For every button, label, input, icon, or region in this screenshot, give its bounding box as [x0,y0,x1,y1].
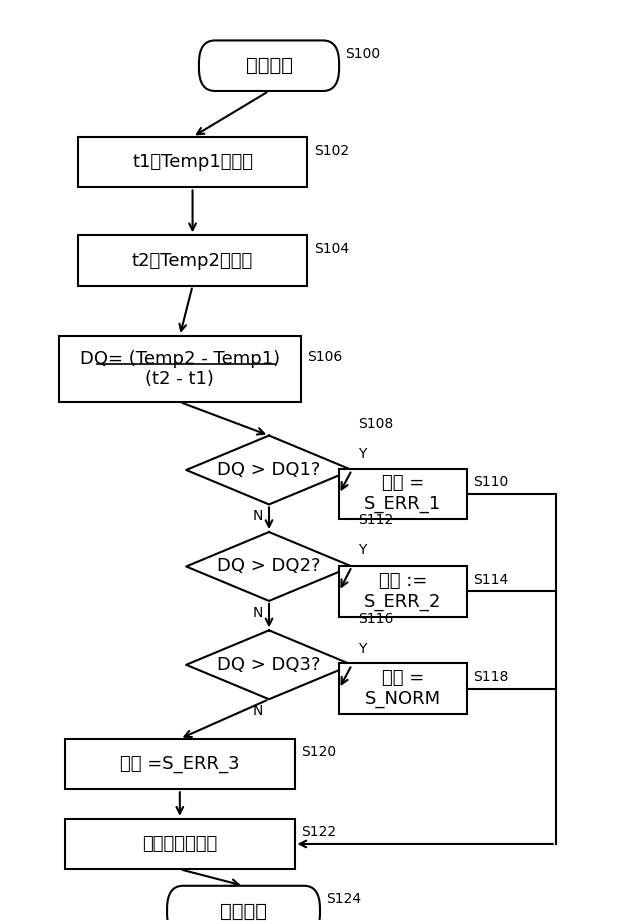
Polygon shape [186,435,352,505]
Text: S102: S102 [314,143,349,158]
Text: t1、Temp1を得る: t1、Temp1を得る [132,153,253,171]
FancyBboxPatch shape [339,566,467,616]
Text: 状態を出力する: 状態を出力する [142,835,218,853]
Text: 状態 :=
S_ERR_2: 状態 := S_ERR_2 [364,572,442,611]
Text: 状態 =
S_NORM: 状態 = S_NORM [365,669,441,708]
FancyBboxPatch shape [65,739,294,789]
FancyBboxPatch shape [339,468,467,519]
Text: Y: Y [358,447,367,461]
FancyBboxPatch shape [339,663,467,714]
Text: 状態 =S_ERR_3: 状態 =S_ERR_3 [120,755,239,773]
Text: 開始する: 開始する [246,56,292,75]
FancyBboxPatch shape [65,819,294,869]
FancyBboxPatch shape [199,41,339,91]
Text: S112: S112 [358,514,394,528]
Text: N: N [253,509,264,523]
Text: S106: S106 [307,350,342,364]
Text: DQ > DQ2?: DQ > DQ2? [217,557,321,576]
Polygon shape [186,630,352,699]
Text: 終了する: 終了する [220,902,267,920]
FancyBboxPatch shape [59,335,301,402]
Text: Y: Y [358,641,367,656]
Text: S108: S108 [358,417,394,431]
Text: S118: S118 [473,670,508,684]
Text: DQ > DQ3?: DQ > DQ3? [217,656,321,674]
Text: DQ= (Temp2 - Temp1)
(t2 - t1): DQ= (Temp2 - Temp1) (t2 - t1) [80,349,280,388]
Text: DQ > DQ1?: DQ > DQ1? [218,461,321,479]
FancyBboxPatch shape [78,236,307,286]
Text: t2、Temp2を得る: t2、Temp2を得る [132,251,253,270]
Text: Y: Y [358,543,367,557]
Text: S122: S122 [301,825,336,839]
Text: N: N [253,704,264,718]
Text: S124: S124 [326,893,362,906]
Polygon shape [186,532,352,601]
Text: S110: S110 [473,475,508,490]
Text: S114: S114 [473,573,508,587]
Text: N: N [253,605,264,619]
Text: S104: S104 [314,242,349,256]
Text: S120: S120 [301,746,336,760]
Text: S100: S100 [346,47,381,61]
FancyBboxPatch shape [167,886,320,924]
Text: 状態 =
S_ERR_1: 状態 = S_ERR_1 [364,474,442,514]
Text: S116: S116 [358,612,394,626]
FancyBboxPatch shape [78,137,307,188]
